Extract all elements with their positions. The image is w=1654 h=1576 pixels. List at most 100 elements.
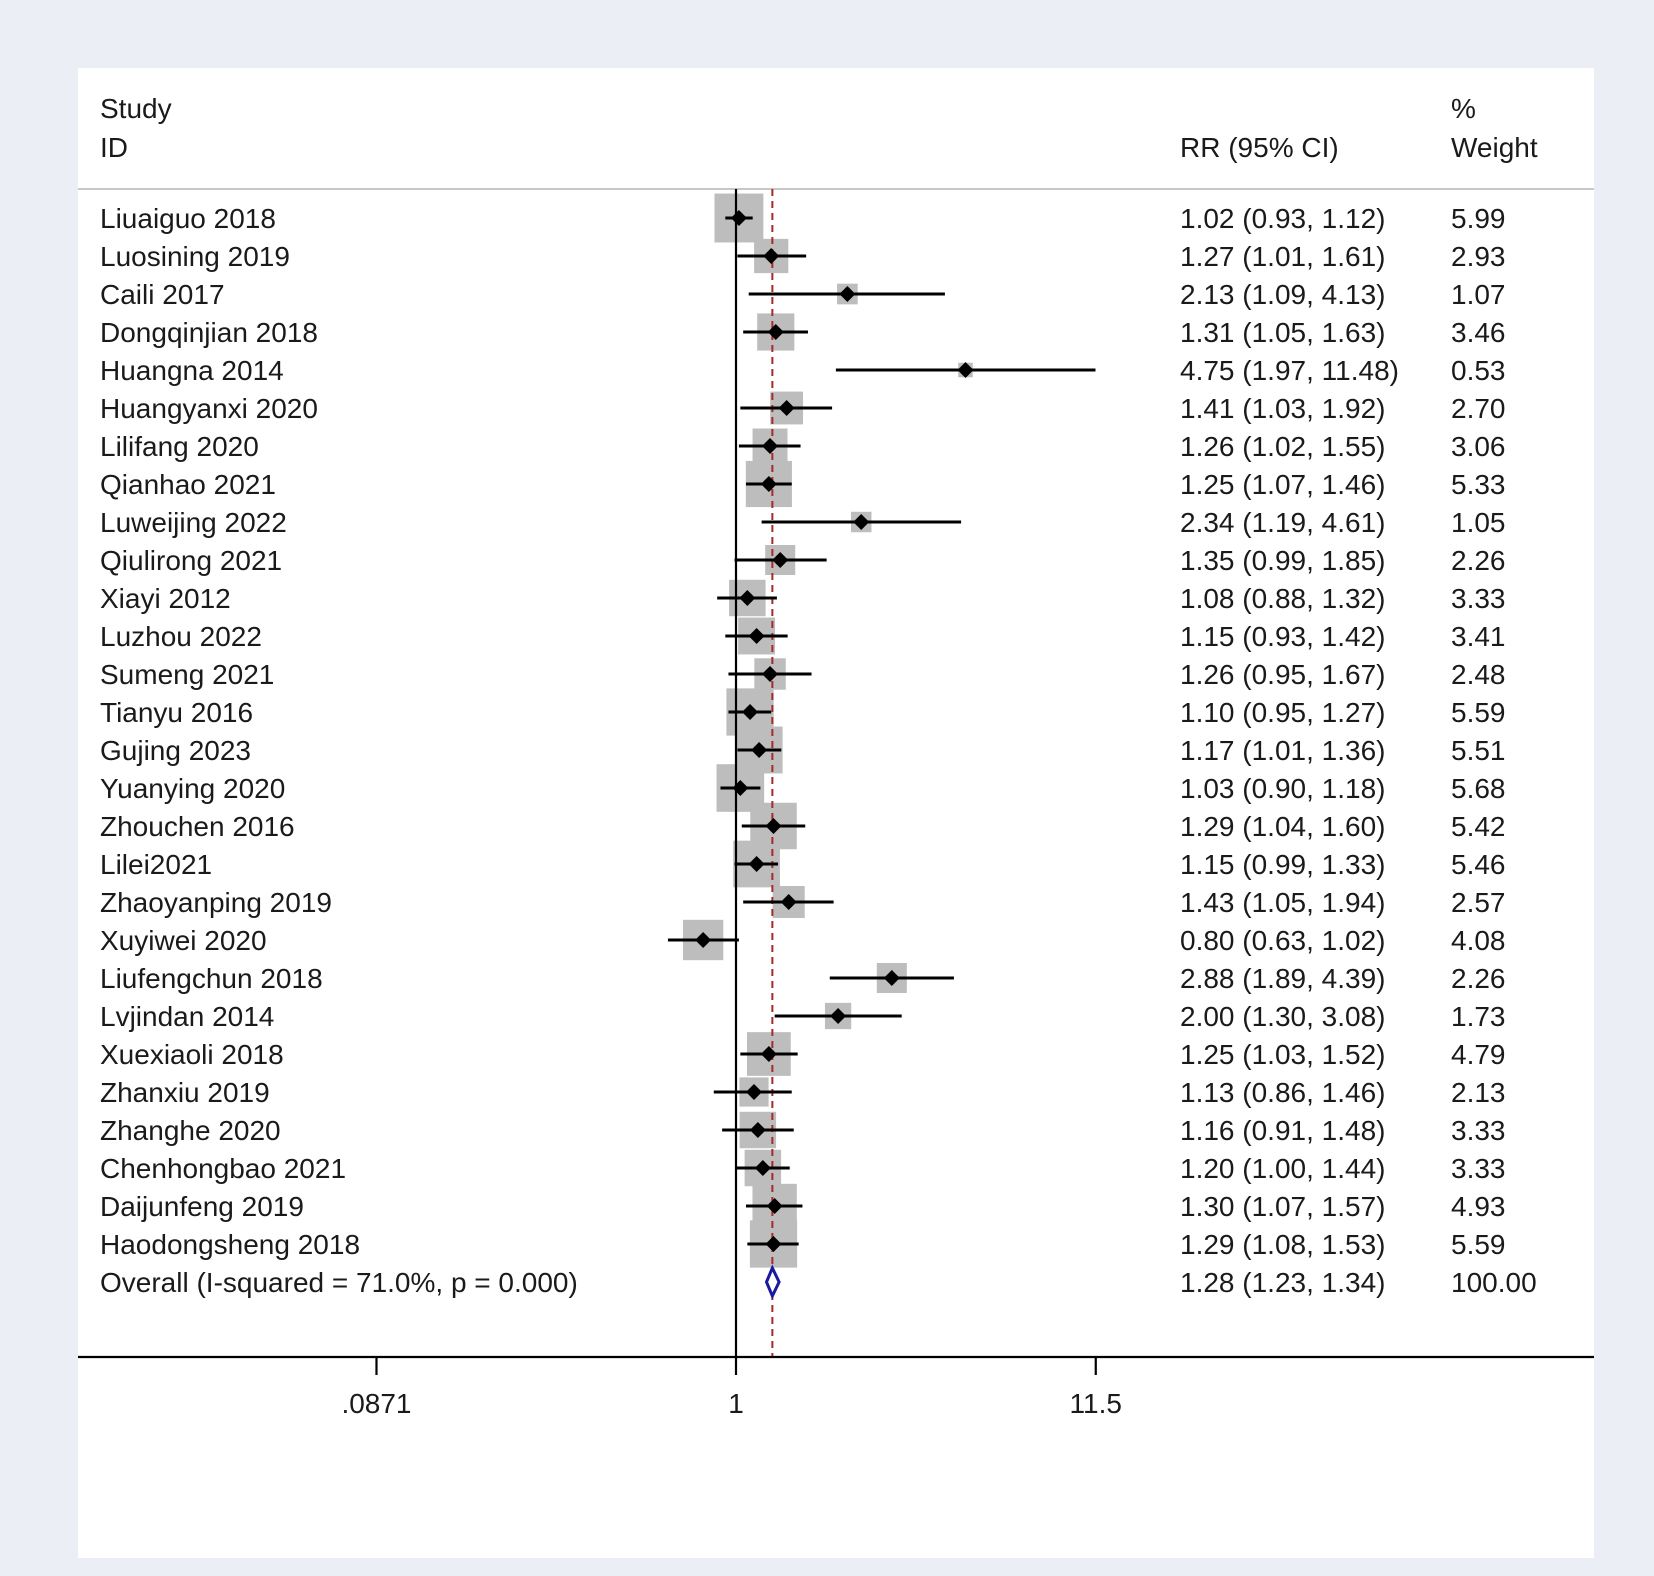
overall-ci-text: 1.28 (1.23, 1.34) (1180, 1267, 1385, 1298)
study-label: Zhanghe 2020 (100, 1115, 281, 1146)
point-estimate (772, 552, 789, 568)
ci-text: 1.17 (1.01, 1.36) (1180, 735, 1385, 766)
study-label: Luweijing 2022 (100, 507, 287, 538)
study-label: Tianyu 2016 (100, 697, 253, 728)
weight-text: 1.73 (1451, 1001, 1506, 1032)
weight-text: 5.51 (1451, 735, 1506, 766)
point-estimate (780, 894, 797, 910)
point-estimate (766, 1198, 783, 1214)
ci-text: 2.88 (1.89, 4.39) (1180, 963, 1385, 994)
weight-text: 3.41 (1451, 621, 1506, 652)
ci-text: 1.31 (1.05, 1.63) (1180, 317, 1385, 348)
weight-text: 1.07 (1451, 279, 1506, 310)
point-estimate (883, 970, 900, 986)
study-rows: Liuaiguo 2018 1.02 (0.93, 1.12) 5.99 Luosin… (100, 203, 1537, 1300)
overall-label: Overall (I-squared = 71.0%, p = 0.000) (100, 1267, 578, 1298)
study-label: Zhaoyanping 2019 (100, 887, 332, 918)
ci-text: 1.29 (1.04, 1.60) (1180, 811, 1385, 842)
ci-text: 1.43 (1.05, 1.94) (1180, 887, 1385, 918)
study-label: Luzhou 2022 (100, 621, 262, 652)
weight-text: 3.06 (1451, 431, 1506, 462)
header-weight: Weight (1451, 132, 1538, 163)
study-label: Qianhao 2021 (100, 469, 276, 500)
weight-text: 0.53 (1451, 355, 1506, 386)
study-label: Lvjindan 2014 (100, 1001, 274, 1032)
ci-text: 1.20 (1.00, 1.44) (1180, 1153, 1385, 1184)
point-estimate (765, 1236, 782, 1252)
point-estimate (853, 514, 870, 530)
study-label: Dongqinjian 2018 (100, 317, 318, 348)
weight-text: 3.33 (1451, 1115, 1506, 1146)
ci-text: 1.15 (0.99, 1.33) (1180, 849, 1385, 880)
overall-diamond (764, 1264, 781, 1300)
point-estimate (762, 666, 779, 682)
x-tick-label: 11.5 (1070, 1388, 1122, 1419)
ci-text: 1.15 (0.93, 1.42) (1180, 621, 1385, 652)
point-estimate (767, 324, 784, 340)
weight-text: 5.99 (1451, 203, 1506, 234)
point-estimate (751, 742, 768, 758)
header-study: Study (100, 93, 172, 124)
forest-plot-panel: Study ID RR (95% CI) % Weight Liuaiguo 2… (78, 68, 1594, 1558)
weight-boxes (682, 193, 973, 1268)
point-estimate (839, 286, 856, 302)
weight-text: 5.68 (1451, 773, 1506, 804)
study-label: Lilifang 2020 (100, 431, 259, 462)
point-estimate (830, 1008, 847, 1024)
weight-text: 3.46 (1451, 317, 1506, 348)
study-label: Xiayi 2012 (100, 583, 231, 614)
point-estimate (730, 210, 747, 226)
study-label: Zhanxiu 2019 (100, 1077, 270, 1108)
point-estimate (760, 1046, 777, 1062)
point-estimate (762, 438, 779, 454)
header-effect: RR (95% CI) (1180, 132, 1339, 163)
ci-text: 1.29 (1.08, 1.53) (1180, 1229, 1385, 1260)
x-tick-label: .0871 (341, 1388, 411, 1419)
ci-text: 1.30 (1.07, 1.57) (1180, 1191, 1385, 1222)
reference-lines (734, 189, 774, 1357)
point-estimate (763, 248, 780, 264)
header-id: ID (100, 132, 128, 163)
weight-text: 2.26 (1451, 963, 1506, 994)
study-label: Luosining 2019 (100, 241, 290, 272)
point-estimate (732, 780, 749, 796)
point-estimate (742, 704, 759, 720)
ci-text: 2.13 (1.09, 4.13) (1180, 279, 1385, 310)
ci-text: 1.25 (1.03, 1.52) (1180, 1039, 1385, 1070)
study-label: Huangna 2014 (100, 355, 284, 386)
ci-text: 1.08 (0.88, 1.32) (1180, 583, 1385, 614)
x-axis: .0871 1 11.5 (78, 1355, 1594, 1419)
weight-text: 2.26 (1451, 545, 1506, 576)
ci-text: 1.35 (0.99, 1.85) (1180, 545, 1385, 576)
overall-weight-text: 100.00 (1451, 1267, 1537, 1298)
ci-text: 2.00 (1.30, 3.08) (1180, 1001, 1385, 1032)
ci-text: 1.13 (0.86, 1.46) (1180, 1077, 1385, 1108)
study-label: Daijunfeng 2019 (100, 1191, 304, 1222)
study-label: Xuyiwei 2020 (100, 925, 267, 956)
weight-text: 2.48 (1451, 659, 1506, 690)
weight-text: 5.46 (1451, 849, 1506, 880)
ci-text: 1.25 (1.07, 1.46) (1180, 469, 1385, 500)
study-label: Zhouchen 2016 (100, 811, 295, 842)
point-estimate (765, 818, 782, 834)
weight-text: 4.93 (1451, 1191, 1506, 1222)
study-label: Chenhongbao 2021 (100, 1153, 346, 1184)
ci-text: 1.27 (1.01, 1.61) (1180, 241, 1385, 272)
x-tick-label: 1 (728, 1388, 744, 1419)
study-label: Yuanying 2020 (100, 773, 285, 804)
weight-text: 1.05 (1451, 507, 1506, 538)
weight-text: 5.59 (1451, 1229, 1506, 1260)
point-estimate (778, 400, 795, 416)
study-label: Liuaiguo 2018 (100, 203, 276, 234)
point-estimate (695, 932, 712, 948)
ci-text: 4.75 (1.97, 11.48) (1180, 355, 1399, 386)
study-label: Sumeng 2021 (100, 659, 274, 690)
study-label: Huangyanxi 2020 (100, 393, 318, 424)
point-estimate (748, 856, 765, 872)
weight-text: 5.33 (1451, 469, 1506, 500)
ci-text: 1.26 (1.02, 1.55) (1180, 431, 1385, 462)
header-percent: % (1451, 93, 1476, 124)
weight-text: 2.57 (1451, 887, 1506, 918)
ci-text: 1.03 (0.90, 1.18) (1180, 773, 1385, 804)
weight-text: 5.59 (1451, 697, 1506, 728)
